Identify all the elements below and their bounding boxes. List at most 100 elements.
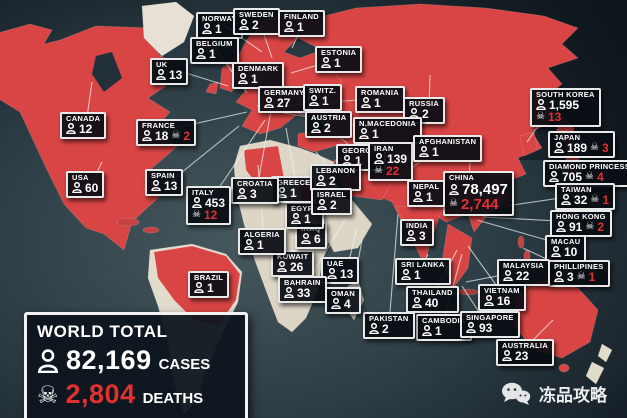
country-label: JAPAN 189 ☠ 3 bbox=[548, 131, 615, 158]
skull-icon: ☠ bbox=[590, 193, 600, 205]
cases-count: 1 bbox=[414, 267, 421, 282]
cases-count: 1 bbox=[304, 211, 311, 226]
cases-row: 1 bbox=[244, 238, 280, 251]
cases-count: 22 bbox=[516, 268, 530, 283]
cases-row: 2 bbox=[316, 174, 355, 187]
cases-row: 2 bbox=[317, 198, 346, 211]
country-name: NORWAY bbox=[202, 14, 237, 23]
cases-row: 1 bbox=[401, 267, 445, 282]
cases-row: 1 bbox=[291, 211, 318, 226]
country-name: FINLAND bbox=[284, 12, 320, 21]
country-label: TAIWAN 32 ☠ 1 bbox=[555, 183, 616, 210]
skull-icon: ☠ bbox=[192, 208, 201, 220]
cases-row: 3 bbox=[237, 186, 273, 201]
cases-row: 1 bbox=[413, 190, 439, 203]
cases-count: 1 bbox=[209, 46, 216, 61]
deaths-count: 12 bbox=[203, 207, 218, 222]
country-name: FRANCE bbox=[142, 121, 176, 130]
cases-row: 12 bbox=[66, 122, 100, 135]
person-icon bbox=[277, 261, 287, 273]
country-label: UK 13 bbox=[150, 58, 189, 85]
cases-count: 2 bbox=[382, 321, 389, 336]
country-label: MALAYSIA 22 bbox=[497, 259, 550, 286]
person-icon bbox=[151, 180, 161, 192]
cases-row: 60 bbox=[72, 181, 98, 194]
cases-row: 40 bbox=[412, 296, 453, 309]
cases-count: 3 bbox=[250, 186, 257, 201]
cases-row: 1 bbox=[422, 324, 466, 337]
cases-row: 1 bbox=[361, 96, 399, 109]
person-icon bbox=[422, 325, 432, 337]
country-label: N.MACEDONIA 1 bbox=[353, 117, 423, 144]
cases-row: 1 bbox=[419, 145, 476, 158]
deaths-row: ☠ 13 bbox=[536, 111, 595, 123]
world-cases-row: 82,169 CASES bbox=[37, 345, 235, 376]
person-icon bbox=[194, 282, 204, 294]
person-icon bbox=[419, 146, 429, 158]
country-label: FRANCE 18 ☠ 2 bbox=[136, 119, 197, 146]
cases-count: 139 bbox=[387, 151, 408, 166]
new-zealand bbox=[585, 361, 605, 385]
country-label: CHINA 78,497 ☠ 2,744 bbox=[443, 171, 514, 217]
country-name: EGYPT bbox=[291, 204, 318, 213]
cases-count: 1 bbox=[372, 126, 379, 141]
cases-count: 1 bbox=[290, 185, 297, 200]
country-label: CANADA 12 bbox=[60, 112, 107, 139]
cases-count: 1 bbox=[207, 280, 214, 295]
cases-row: 1 bbox=[309, 94, 336, 107]
person-icon bbox=[503, 270, 513, 282]
skull-icon: ☠ bbox=[449, 198, 458, 210]
country-name: NEPAL bbox=[413, 182, 440, 191]
person-icon bbox=[484, 295, 494, 307]
person-icon bbox=[309, 95, 319, 107]
greenland bbox=[141, 1, 195, 57]
cases-count: 13 bbox=[164, 178, 178, 193]
cases-row: 705 ☠ 4 bbox=[549, 169, 627, 184]
cases-row: 1 bbox=[284, 20, 319, 33]
country-name: ITALY bbox=[192, 188, 214, 197]
person-icon bbox=[359, 128, 369, 140]
cases-count: 705 bbox=[562, 169, 583, 184]
deaths-row: ☠ 12 bbox=[192, 209, 225, 221]
cases-count: 33 bbox=[297, 285, 311, 300]
country-name: CHINA bbox=[449, 173, 475, 182]
cases-count: 13 bbox=[169, 67, 183, 82]
deaths-count: 13 bbox=[547, 109, 562, 124]
new-zealand bbox=[597, 343, 613, 363]
country-label: CROATIA 3 bbox=[231, 177, 279, 204]
person-icon bbox=[536, 99, 546, 111]
cases-count: 32 bbox=[574, 192, 588, 207]
country-name: DIAMOND PRINCESS bbox=[549, 162, 627, 171]
country-label: SINGAPORE 93 bbox=[460, 311, 520, 338]
korea bbox=[519, 131, 539, 157]
country-name: THAILAND bbox=[412, 288, 453, 297]
country-name: USA bbox=[72, 173, 89, 182]
cases-count: 1 bbox=[334, 55, 341, 70]
country-name: GERMANY bbox=[264, 88, 305, 97]
country-label: INDIA 3 bbox=[400, 219, 434, 246]
country-label: BELGIUM 1 bbox=[190, 37, 239, 64]
cases-row: 13 bbox=[327, 267, 353, 280]
country-name: SPAIN bbox=[151, 171, 175, 180]
world-total-panel: WORLD TOTAL 82,169 CASES ☠ 2,804 DEATHS bbox=[24, 312, 248, 418]
country-name: VIETNAM bbox=[484, 286, 520, 295]
cases-row: 453 bbox=[192, 195, 226, 210]
person-icon bbox=[284, 287, 294, 299]
country-label: ISRAEL 2 bbox=[311, 188, 353, 215]
person-icon bbox=[321, 57, 331, 69]
country-name: SWEDEN bbox=[239, 10, 274, 19]
person-icon bbox=[361, 97, 371, 109]
country-name: CAMBODIA bbox=[422, 316, 466, 325]
country-label: ALGERIA 1 bbox=[238, 228, 286, 255]
person-icon bbox=[202, 23, 212, 35]
country-name: INDIA bbox=[406, 221, 428, 230]
cases-count: 453 bbox=[205, 195, 226, 210]
country-name: ALGERIA bbox=[244, 230, 280, 239]
country-name: SINGAPORE bbox=[466, 313, 514, 322]
cases-count: 2 bbox=[422, 106, 429, 121]
person-icon bbox=[561, 194, 571, 206]
cases-count: 27 bbox=[277, 95, 291, 110]
cases-row: 1 bbox=[194, 280, 223, 295]
indonesia-islands bbox=[457, 288, 479, 296]
cases-row: 1 bbox=[359, 126, 416, 141]
